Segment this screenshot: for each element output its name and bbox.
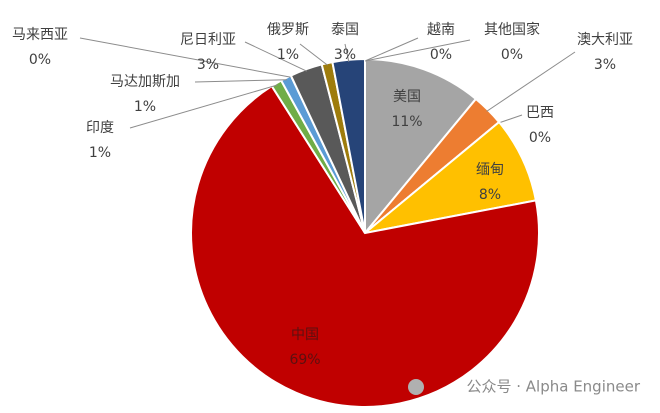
slice-value-label: 0% (501, 47, 523, 63)
slice-value-label: 3% (334, 47, 356, 63)
slice-category-label: 俄罗斯 (267, 22, 309, 38)
slice-value-label: 1% (89, 145, 111, 161)
slice-category-label: 马达加斯加 (110, 74, 180, 90)
slice-category-label: 马来西亚 (12, 27, 68, 43)
watermark-icon (408, 379, 424, 395)
leader-line (497, 114, 523, 124)
leader-line (364, 37, 419, 62)
slice-category-label: 印度 (86, 120, 114, 136)
leader-line (299, 43, 328, 66)
slice-category-label: 泰国 (331, 22, 359, 38)
pie-slice (364, 57, 478, 236)
slice-value-label: 3% (197, 57, 219, 73)
watermark: 公众号 · Alpha Engineer (466, 378, 640, 396)
leader-line (244, 41, 307, 72)
slice-value-label: 0% (430, 47, 452, 63)
leader-line (79, 37, 292, 78)
slice-value-label: 8% (479, 187, 501, 203)
slice-value-label: 1% (277, 47, 299, 63)
slice-value-label: 69% (289, 352, 320, 368)
slice-value-label: 0% (29, 52, 51, 68)
slice-value-label: 3% (594, 57, 616, 73)
slice-category-label: 美国 (393, 89, 421, 105)
slice-value-label: 11% (391, 114, 422, 130)
leader-line (129, 84, 278, 129)
slice-category-label: 尼日利亚 (180, 32, 236, 48)
leader-line (364, 39, 471, 62)
slice-category-label: 缅甸 (476, 162, 504, 178)
pie-slice (190, 84, 540, 408)
slice-category-label: 巴西 (526, 105, 554, 121)
leader-line (486, 51, 576, 112)
leader-line (344, 43, 350, 62)
slice-category-label: 其他国家 (484, 21, 540, 38)
slice-category-label: 越南 (427, 22, 455, 38)
slice-value-label: 0% (529, 130, 551, 146)
slice-category-label: 澳大利亚 (577, 32, 633, 48)
slice-value-label: 1% (134, 99, 156, 115)
leader-line (194, 79, 287, 83)
slice-category-label: 中国 (291, 327, 319, 343)
